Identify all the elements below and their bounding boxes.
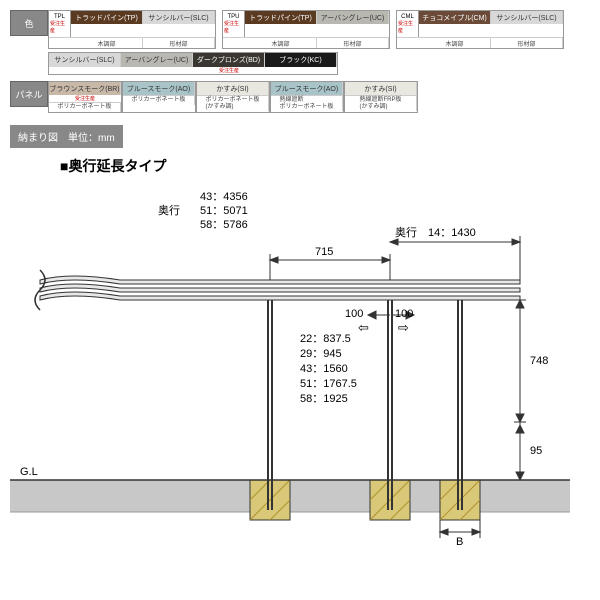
panel-sub: 熱線遮断 ポリカーボネート板 [271,95,343,111]
panel-sub: 熱線遮断FRP板 (かすみ調) [345,95,417,111]
height-val: 51：1767.5 [300,375,357,391]
roof [35,270,520,310]
panel-swatch: ブラウンスモーク(BR) [49,82,121,95]
panel-label: パネル [10,81,48,107]
height-val: 29：945 [300,345,342,361]
color-swatch: ブラック(KC) [265,53,337,67]
panel-sub: ポリカーボネート板 [123,95,195,105]
panel-group: かすみ(SI)熱線遮断FRP板 (かすみ調) [344,81,418,113]
diagram-svg [0,180,580,550]
section-bar: 納まり図 単位：mm [10,125,123,148]
panel-swatch: かすみ(SI) [345,82,417,95]
color-row-1: 色 TPL受注生産トラッドパイン(TP)サンシルバー(SLC)木調部形材部TPU… [10,10,590,49]
panel-row: パネル ブラウンスモーク(BR)受注生産ポリカーボネート板ブルースモーク(AO)… [10,81,590,113]
sub-label: 形材部 [317,37,389,48]
h748: 748 [530,355,548,367]
gl: G.L [20,466,38,478]
span-715: 715 [315,246,333,258]
depth-58: 58：5786 [200,216,248,232]
panel-swatch: かすみ(SI) [197,82,269,95]
panel-group: かすみ(SI)ポリカーボネート板 (かすみ調) [196,81,270,113]
panel-swatch: ブルースモーク(AO) [271,82,343,95]
color-row-2: サンシルバー(SLC)アーバングレー(UC)ダークブロンズ(BD)受注生産ブラッ… [10,52,590,75]
color-label: 色 [10,10,48,36]
color-swatch: サンシルバー(SLC) [143,11,215,24]
height-val: 58：1925 [300,390,348,406]
panel-group: ブルースモーク(AO)ポリカーボネート板 [122,81,196,113]
sub-label: 木調部 [245,37,317,48]
group-code: CML受注生産 [397,11,419,37]
color-swatch: アーバングレー(UC) [317,11,389,24]
ext-val: 14：1430 [428,224,476,240]
color-group: TPL受注生産トラッドパイン(TP)サンシルバー(SLC) 木調部形材部 [48,10,216,49]
sub-label: 形材部 [143,37,215,48]
color-group: CML受注生産チョコメイプル(CM)サンシルバー(SLC) 木調部形材部 [396,10,564,49]
color-swatch: アーバングレー(UC) [121,53,193,67]
diagram: 43：4356 奥行 51：5071 58：5786 奥行 14：1430 71… [0,180,580,550]
note: 受注生産 [193,67,265,74]
panel-sub: ポリカーボネート板 (かすみ調) [197,95,269,111]
swatch-tables: 色 TPL受注生産トラッドパイン(TP)サンシルバー(SLC)木調部形材部TPU… [0,0,600,113]
off-l: 100 [345,308,363,320]
arrow-right-icon: ⇨ [398,320,409,336]
height-val: 43：1560 [300,360,348,376]
diagram-title: ■奥行延長タイプ [60,156,600,176]
color-swatch: トラッドパイン(TP) [71,11,143,24]
panel-group: ブラウンスモーク(BR)受注生産ポリカーボネート板 [48,81,122,113]
height-val: 22：837.5 [300,330,351,346]
panel-sub: ポリカーボネート板 [49,102,121,112]
off-r: 100 [395,308,413,320]
group-code: TPL受注生産 [49,11,71,37]
group-code: TPU受注生産 [223,11,245,37]
sub-label: 形材部 [491,37,563,48]
note: 受注生産 [49,95,121,102]
h95: 95 [530,445,542,457]
color-swatch: トラッドパイン(TP) [245,11,317,24]
color-group: TPU受注生産トラッドパイン(TP)アーバングレー(UC) 木調部形材部 [222,10,390,49]
arrow-left-icon: ⇦ [358,320,369,336]
sub-label: 木調部 [419,37,491,48]
b-label: B [456,536,463,548]
panel-swatch: ブルースモーク(AO) [123,82,195,95]
color-swatch: サンシルバー(SLC) [491,11,563,24]
color-swatch: サンシルバー(SLC) [49,53,121,67]
dim-right [514,300,526,480]
depth-label: 奥行 [158,202,180,218]
panel-group: ブルースモーク(AO)熱線遮断 ポリカーボネート板 [270,81,344,113]
dim-top [270,236,520,280]
color-swatch: ダークブロンズ(BD) [193,53,265,67]
ext-label: 奥行 [395,224,417,240]
sub-label: 木調部 [71,37,143,48]
color-swatch: チョコメイプル(CM) [419,11,491,24]
